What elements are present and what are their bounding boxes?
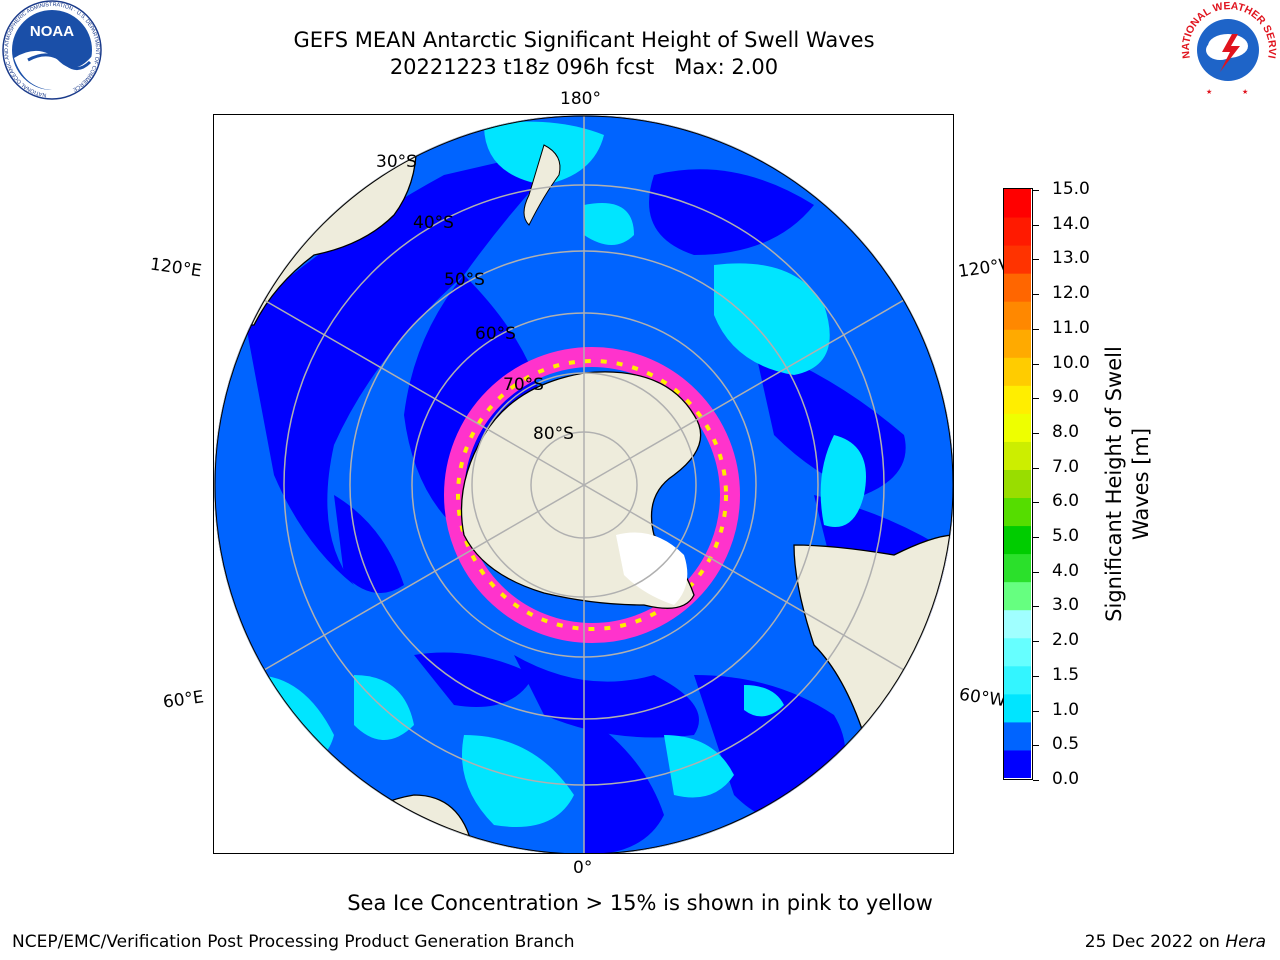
colorbar-swatch [1004,301,1031,330]
colorbar-swatch [1004,441,1031,470]
colorbar-label-line2: Waves [m] [1129,427,1153,541]
colorbar-tick-label: 9.0 [1052,387,1080,408]
colorbar-tick-mark [1033,328,1039,330]
colorbar-tick-label: 4.0 [1052,560,1080,581]
colorbar-label-line1: Significant Height of Swell [1102,346,1126,622]
colorbar-tick-mark [1033,398,1039,400]
colorbar-tick-label: 1.0 [1052,699,1080,720]
lon-label-0: 0° [573,858,593,878]
svg-text:★: ★ [1242,88,1248,96]
colorbar-tick-mark [1033,363,1039,365]
colorbar-tick-mark [1033,259,1039,261]
lon-label-180: 180° [560,89,601,109]
colorbar-swatch [1004,273,1031,302]
new-zealand [523,144,561,226]
colorbar-swatch [1004,553,1031,583]
lon-label-60e: 60°E [161,687,206,713]
colorbar-tick-label: 12.0 [1052,283,1090,304]
colorbar-tick-mark [1033,224,1039,226]
swell-height-map [214,115,953,853]
colorbar-swatch [1004,329,1031,358]
colorbar-swatch [1004,637,1031,667]
colorbar-tick-mark [1033,780,1039,781]
colorbar-swatch [1004,189,1031,218]
colorbar-tick-mark [1033,641,1039,643]
date-text: 25 Dec 2022 on [1084,932,1226,952]
svg-text:★: ★ [1206,88,1212,96]
colorbar-tick-label: 11.0 [1052,317,1090,338]
graticule [214,115,953,853]
chart-title: GEFS MEAN Antarctic Significant Height o… [293,28,875,52]
sea-ice-note: Sea Ice Concentration > 15% is shown in … [347,891,933,915]
colorbar-tick-mark [1033,537,1039,539]
colorbar [1003,188,1033,780]
lat-label-70s: 70°S [503,375,544,395]
colorbar-tick-mark [1033,294,1039,296]
colorbar-tick-label: 3.0 [1052,595,1080,616]
colorbar-swatch [1004,665,1031,695]
sea-ice-band [444,347,740,643]
colorbar-swatch [1004,469,1031,499]
colorbar-swatch [1004,609,1031,639]
colorbar-swatch [1004,525,1031,555]
colorbar-tick-label: 0.5 [1052,734,1080,755]
colorbar-label: Significant Height of Swell Waves [m] [1101,254,1155,714]
colorbar-swatch [1004,749,1031,779]
colorbar-tick-mark [1033,571,1039,573]
host-name: Hera [1225,932,1266,952]
colorbar-tick-mark [1033,432,1039,434]
colorbar-swatch [1004,357,1031,386]
colorbar-swatch [1004,581,1031,611]
map-boundary [214,115,953,853]
sea-ice-yellow [456,359,728,631]
svg-text:NOAA: NOAA [30,23,74,40]
credit-line: NCEP/EMC/Verification Post Processing Pr… [12,932,575,952]
colorbar-tick-label: 8.0 [1052,421,1080,442]
colorbar-tick-mark [1033,502,1039,504]
colorbar-tick-label: 10.0 [1052,352,1090,373]
lat-label-40s: 40°S [413,213,454,233]
nws-logo: NATIONAL WEATHER SERVICE ★ ★ [1176,0,1278,98]
lat-label-80s: 80°S [533,424,574,444]
colorbar-swatch [1004,721,1031,751]
colorbar-tick-mark [1033,710,1039,712]
colorbar-swatch [1004,385,1031,414]
colorbar-tick-label: 5.0 [1052,526,1080,547]
colorbar-swatch [1004,413,1031,442]
colorbar-tick-label: 7.0 [1052,456,1080,477]
colorbar-tick-label: 0.0 [1052,769,1080,789]
date-line: 25 Dec 2022 on Hera [1085,932,1266,952]
colorbar-tick-label: 6.0 [1052,491,1080,512]
chart-subtitle: 20221223 t18z 096h fcst Max: 2.00 [389,55,779,79]
colorbar-swatch [1004,497,1031,527]
colorbar-swatches [1004,189,1031,779]
lat-label-60s: 60°S [475,324,516,344]
colorbar-tick-label: 13.0 [1052,248,1090,269]
colorbar-tick-label: 1.5 [1052,664,1080,685]
colorbar-swatch [1004,217,1031,246]
colorbar-tick-mark [1033,606,1039,608]
lon-label-120e: 120°E [148,254,203,282]
colorbar-tick-label: 2.0 [1052,630,1080,651]
madagascar [214,753,305,829]
colorbar-tick-mark [1033,190,1039,191]
colorbar-tick-mark [1033,745,1039,747]
colorbar-swatch [1004,693,1031,723]
lat-label-30s: 30°S [376,152,417,172]
colorbar-swatch [1004,245,1031,274]
lat-label-50s: 50°S [444,270,485,290]
lon-label-60w: 60°W [957,684,1008,712]
map-panel [213,114,954,854]
colorbar-tick-label: 14.0 [1052,213,1090,234]
ice-shelf [616,532,688,605]
colorbar-tick-mark [1033,675,1039,677]
colorbar-tick-label: 15.0 [1052,179,1090,199]
noaa-logo: NOAA NATIONAL OCEANIC AND ATMOSPHERIC AD… [2,0,102,100]
colorbar-tick-mark [1033,467,1039,469]
